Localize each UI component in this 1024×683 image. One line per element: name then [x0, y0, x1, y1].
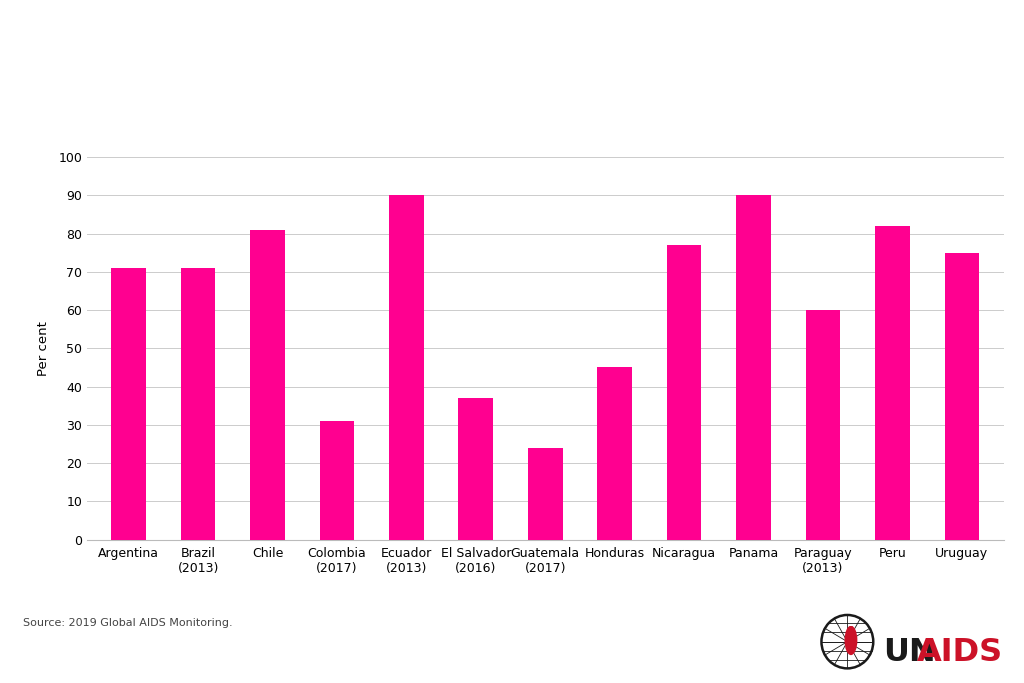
Bar [944, 253, 979, 540]
Bar [459, 398, 494, 540]
Bar [876, 226, 909, 540]
Y-axis label: Per cent: Per cent [37, 321, 50, 376]
Bar [112, 268, 146, 540]
Bar [319, 421, 354, 540]
Text: Latin America, 2018: Latin America, 2018 [23, 73, 261, 98]
Text: Percentage of infants receiving HIV testing in the first 4–6 weeks,: Percentage of infants receiving HIV test… [23, 32, 797, 57]
Text: Source: 2019 Global AIDS Monitoring.: Source: 2019 Global AIDS Monitoring. [23, 618, 232, 628]
Bar [597, 367, 632, 540]
Bar [389, 195, 424, 540]
Bar [528, 448, 562, 540]
Ellipse shape [845, 626, 857, 655]
Text: AIDS: AIDS [916, 637, 1002, 667]
Bar [806, 310, 841, 540]
Text: UN: UN [883, 637, 936, 667]
Bar [181, 268, 215, 540]
Bar [736, 195, 771, 540]
Bar [250, 229, 285, 540]
Bar [667, 245, 701, 540]
